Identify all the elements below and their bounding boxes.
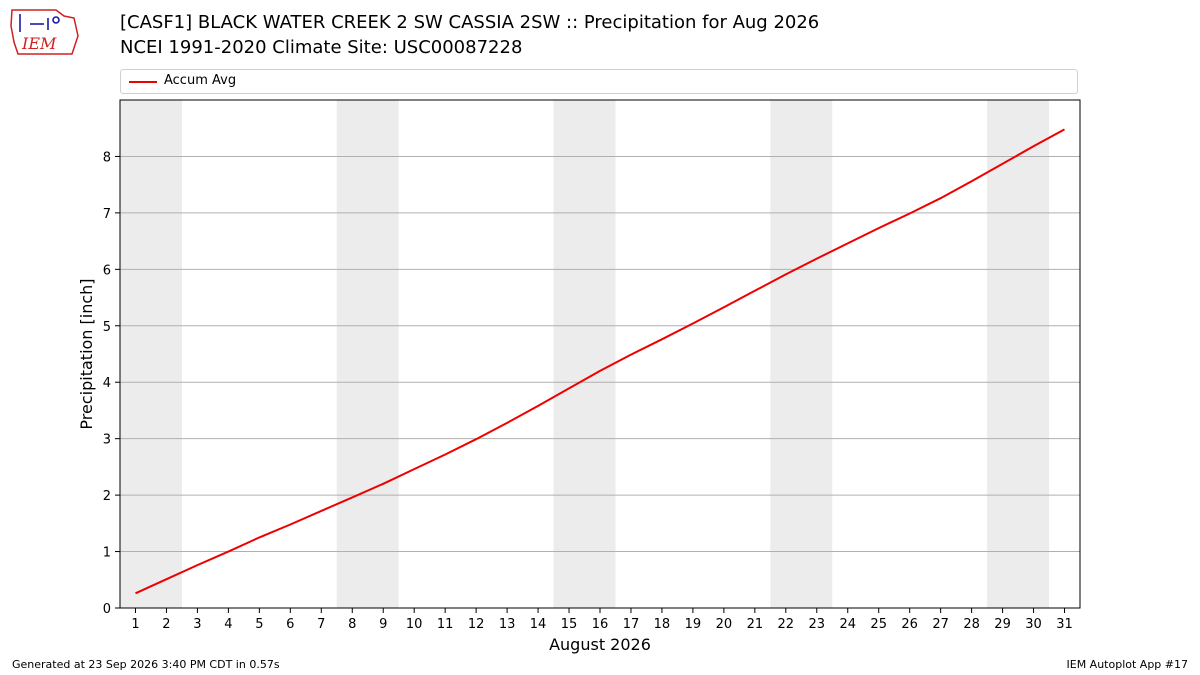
x-tick-label: 24	[839, 617, 856, 632]
x-tick-label: 17	[623, 617, 640, 632]
x-tick-label: 19	[685, 617, 702, 632]
x-tick-label: 10	[406, 617, 423, 632]
data-point	[413, 468, 415, 470]
chart-title: [CASF1] BLACK WATER CREEK 2 SW CASSIA 2S…	[120, 12, 820, 33]
data-point	[754, 290, 756, 292]
weekend-shade	[120, 100, 182, 608]
x-tick-label: 27	[932, 617, 949, 632]
x-tick-label: 12	[468, 617, 485, 632]
legend-label: Accum Avg	[164, 73, 237, 88]
legend: Accum Avg	[120, 69, 1078, 94]
weekend-shade	[553, 100, 616, 608]
data-point	[196, 564, 198, 566]
x-tick-label: 20	[716, 617, 733, 632]
data-point	[940, 197, 942, 199]
x-tick-label: 13	[499, 617, 516, 632]
data-point	[847, 242, 849, 244]
x-tick-label: 15	[561, 617, 578, 632]
legend-swatch	[129, 81, 157, 83]
x-tick-label: 22	[778, 617, 795, 632]
x-tick-label: 8	[348, 617, 356, 632]
x-tick-label: 3	[193, 617, 201, 632]
x-tick-label: 11	[437, 617, 454, 632]
x-tick-label: 5	[255, 617, 263, 632]
data-point	[444, 453, 446, 455]
x-tick-label: 25	[870, 617, 887, 632]
data-point	[227, 551, 229, 553]
data-point	[568, 387, 570, 389]
x-tick-label: 16	[592, 617, 609, 632]
x-tick-label: 26	[901, 617, 918, 632]
data-point	[537, 405, 539, 407]
data-point	[289, 523, 291, 525]
x-tick-label: 28	[963, 617, 980, 632]
x-tick-label: 29	[994, 617, 1011, 632]
y-tick-label: 6	[103, 263, 111, 278]
x-tick-label: 30	[1025, 617, 1042, 632]
data-point	[599, 370, 601, 372]
x-tick-label: 4	[224, 617, 232, 632]
y-tick-label: 4	[103, 376, 111, 391]
data-point	[692, 323, 694, 325]
x-tick-label: 2	[162, 617, 170, 632]
data-point	[1033, 145, 1035, 147]
x-tick-label: 23	[809, 617, 826, 632]
data-point	[971, 180, 973, 182]
data-point	[1002, 163, 1004, 165]
y-axis-label: Precipitation [inch]	[77, 278, 96, 429]
y-tick-label: 3	[103, 433, 111, 448]
y-tick-label: 1	[103, 546, 111, 561]
y-tick-label: 0	[103, 602, 111, 617]
data-point	[1064, 128, 1066, 130]
data-point	[785, 273, 787, 275]
data-point	[878, 227, 880, 229]
x-tick-label: 1	[131, 617, 139, 632]
logo-text: IEM	[21, 34, 57, 53]
data-point	[816, 258, 818, 260]
weekend-shade	[336, 100, 399, 608]
data-point	[723, 306, 725, 308]
data-point	[165, 578, 167, 580]
x-tick-label: 6	[286, 617, 294, 632]
data-point	[475, 438, 477, 440]
y-tick-label: 8	[103, 150, 111, 165]
x-tick-label: 7	[317, 617, 325, 632]
y-tick-label: 2	[103, 489, 111, 504]
weekend-shade	[770, 100, 833, 608]
data-point	[258, 536, 260, 538]
data-point	[630, 354, 632, 356]
x-tick-label: 21	[747, 617, 764, 632]
x-tick-label: 14	[530, 617, 547, 632]
data-point	[506, 422, 508, 424]
y-tick-label: 5	[103, 320, 111, 335]
footer-generated: Generated at 23 Sep 2026 3:40 PM CDT in …	[12, 658, 280, 671]
chart-subtitle: NCEI 1991-2020 Climate Site: USC00087228	[120, 37, 523, 58]
x-tick-label: 31	[1056, 617, 1073, 632]
x-axis-label: August 2026	[549, 635, 651, 654]
x-tick-label: 9	[379, 617, 387, 632]
x-tick-label: 18	[654, 617, 671, 632]
y-tick-label: 7	[103, 207, 111, 222]
data-point	[909, 212, 911, 214]
data-point	[661, 338, 663, 340]
series-line-accum-avg	[135, 128, 1065, 595]
data-point	[382, 483, 384, 485]
iem-logo: IEM	[10, 9, 79, 55]
footer-app: IEM Autoplot App #17	[1066, 658, 1189, 671]
data-point	[351, 496, 353, 498]
data-point	[134, 592, 136, 594]
weekend-shade	[987, 100, 1050, 608]
data-point	[320, 510, 322, 512]
